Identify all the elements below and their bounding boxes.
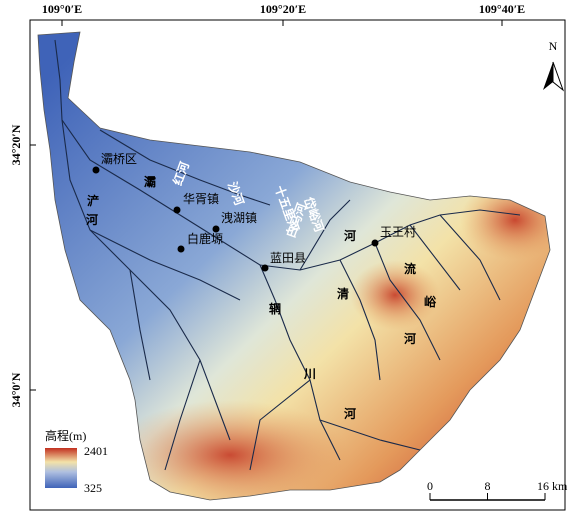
lon-label: 109°40′E: [479, 2, 525, 16]
place-label: 洩湖镇: [221, 210, 257, 225]
place-dot: [371, 239, 379, 247]
frame: [29, 19, 566, 511]
river-label: 河: [85, 212, 98, 227]
legend-min: 325: [84, 481, 102, 495]
place-dot: [92, 166, 100, 174]
rivers: [54, 39, 521, 471]
river-label: 辋: [269, 301, 281, 316]
river-label: 峪: [424, 294, 437, 309]
legend-ramp: [45, 448, 77, 488]
river-label: 川: [303, 367, 316, 381]
basin-outline: [37, 31, 551, 501]
place-dot: [173, 206, 181, 214]
place-label: 白鹿塬: [187, 231, 223, 246]
scale-label: 8: [485, 479, 491, 493]
river-label: 河: [343, 406, 356, 421]
river-label: 浐: [87, 193, 99, 208]
place-label: 灞桥区: [101, 152, 137, 166]
river-label: 河: [343, 228, 356, 243]
place-dot: [177, 245, 185, 253]
lat-label: 34°0′N: [9, 372, 23, 407]
scale-label: 0: [427, 479, 433, 493]
lon-label: 109°0′E: [42, 2, 82, 16]
place-label: 玉王村: [380, 225, 416, 239]
legend-title: 高程(m): [45, 428, 86, 443]
river-label: 清: [337, 286, 349, 301]
river-label: 灞: [144, 174, 156, 189]
elevation: [38, 32, 550, 500]
north-arrow: [543, 61, 565, 92]
north-label: N: [549, 39, 558, 53]
lat-label: 34°20′N: [9, 124, 23, 165]
place-dot: [212, 225, 220, 233]
place-label: 蓝田县: [270, 251, 306, 265]
scale-label: 16 km: [537, 479, 568, 493]
legend-max: 2401: [84, 444, 108, 458]
lon-label: 109°20′E: [260, 2, 306, 16]
river-label: 河: [403, 331, 416, 346]
place-dot: [261, 264, 269, 272]
place-label: 华胥镇: [183, 192, 219, 206]
river-label: 流: [404, 261, 416, 276]
